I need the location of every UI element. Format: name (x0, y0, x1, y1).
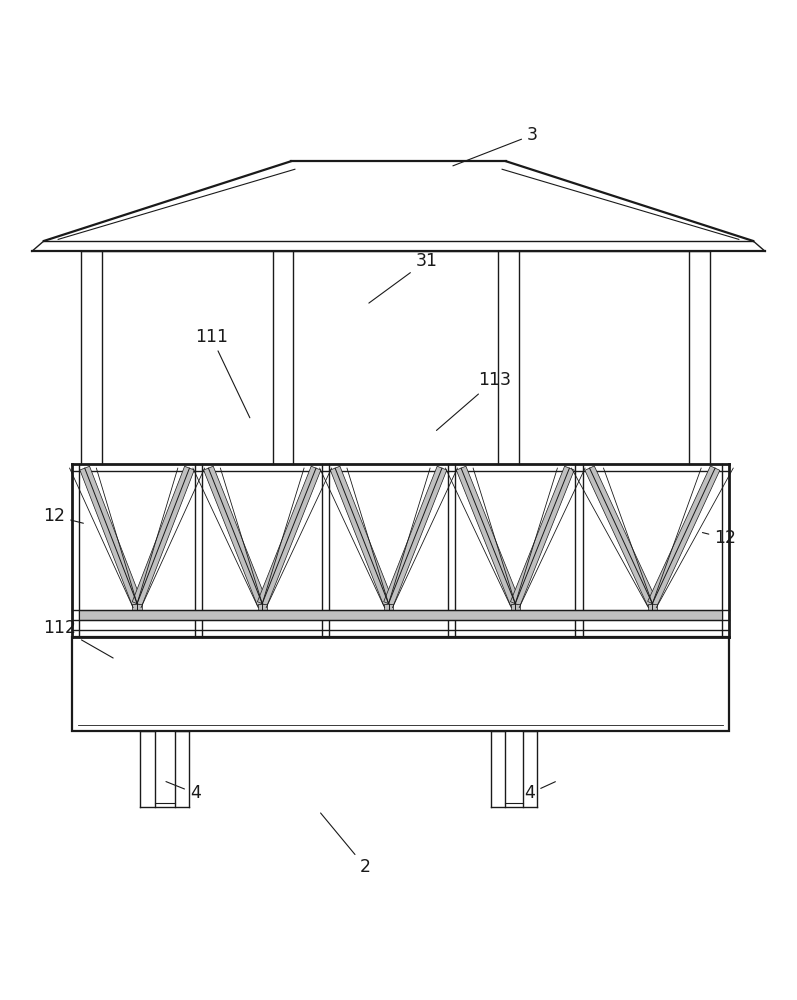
Polygon shape (648, 466, 720, 606)
Polygon shape (384, 604, 393, 620)
Polygon shape (132, 604, 142, 620)
Polygon shape (203, 466, 267, 606)
Bar (79, 610, 722, 620)
Polygon shape (330, 466, 394, 606)
Text: 111: 111 (194, 328, 249, 418)
Text: 113: 113 (437, 371, 511, 430)
Polygon shape (510, 466, 574, 606)
Text: 31: 31 (369, 252, 438, 303)
Polygon shape (511, 604, 520, 620)
Text: 12: 12 (43, 507, 84, 525)
Polygon shape (648, 604, 657, 620)
Text: 4: 4 (166, 782, 201, 802)
Polygon shape (457, 466, 520, 606)
Polygon shape (80, 466, 142, 605)
Polygon shape (383, 466, 447, 606)
Text: 2: 2 (320, 813, 371, 876)
Polygon shape (585, 466, 657, 606)
Text: 4: 4 (524, 782, 556, 802)
Text: 12: 12 (702, 529, 736, 547)
Polygon shape (257, 466, 321, 606)
Bar (72, 637, 729, 731)
Polygon shape (132, 466, 194, 605)
Polygon shape (257, 604, 267, 620)
Text: 3: 3 (453, 126, 538, 166)
Text: 112: 112 (43, 619, 113, 658)
